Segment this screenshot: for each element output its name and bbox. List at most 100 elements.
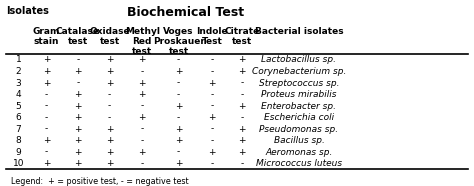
Text: +: + <box>238 136 246 145</box>
Text: Pseudomonas sp.: Pseudomonas sp. <box>259 125 338 134</box>
Text: -: - <box>108 102 111 110</box>
Text: -: - <box>210 102 214 110</box>
Text: -: - <box>76 55 80 65</box>
Text: Indole
Test: Indole Test <box>196 27 228 46</box>
Text: Lactobacillus sp.: Lactobacillus sp. <box>262 55 337 65</box>
Text: Legend:  + = positive test, - = negative test: Legend: + = positive test, - = negative … <box>11 177 189 186</box>
Text: -: - <box>45 113 48 122</box>
Text: +: + <box>238 148 246 157</box>
Text: +: + <box>43 78 50 88</box>
Text: +: + <box>175 159 182 168</box>
Text: -: - <box>210 90 214 99</box>
Text: +: + <box>43 55 50 65</box>
Text: 9: 9 <box>16 148 21 157</box>
Text: -: - <box>141 102 144 110</box>
Text: Escherichia coli: Escherichia coli <box>264 113 334 122</box>
Text: Voges
Proskauer
test: Voges Proskauer test <box>153 27 204 56</box>
Text: -: - <box>210 67 214 76</box>
Text: Isolates: Isolates <box>6 6 49 16</box>
Text: -: - <box>45 148 48 157</box>
Text: 3: 3 <box>16 78 21 88</box>
Text: +: + <box>238 102 246 110</box>
Text: +: + <box>74 159 82 168</box>
Text: +: + <box>175 67 182 76</box>
Text: 1: 1 <box>16 55 21 65</box>
Text: 2: 2 <box>16 67 21 76</box>
Text: -: - <box>210 55 214 65</box>
Text: 5: 5 <box>16 102 21 110</box>
Text: Gram
stain: Gram stain <box>33 27 60 46</box>
Text: +: + <box>106 78 113 88</box>
Text: -: - <box>45 90 48 99</box>
Text: 10: 10 <box>13 159 24 168</box>
Text: +: + <box>138 90 146 99</box>
Text: 6: 6 <box>16 113 21 122</box>
Text: +: + <box>238 125 246 134</box>
Text: +: + <box>74 113 82 122</box>
Text: Streptococcus sp.: Streptococcus sp. <box>259 78 339 88</box>
Text: Oxidase
test: Oxidase test <box>89 27 130 46</box>
Text: -: - <box>210 136 214 145</box>
Text: +: + <box>106 67 113 76</box>
Text: +: + <box>138 113 146 122</box>
Text: +: + <box>74 102 82 110</box>
Text: +: + <box>74 148 82 157</box>
Text: Methyl
Red
test: Methyl Red test <box>125 27 160 56</box>
Text: +: + <box>74 125 82 134</box>
Text: Enterobacter sp.: Enterobacter sp. <box>262 102 337 110</box>
Text: -: - <box>177 113 180 122</box>
Text: -: - <box>240 90 244 99</box>
Text: +: + <box>208 113 216 122</box>
Text: +: + <box>208 148 216 157</box>
Text: -: - <box>141 125 144 134</box>
Text: -: - <box>177 55 180 65</box>
Text: +: + <box>175 125 182 134</box>
Text: Catalase
test: Catalase test <box>56 27 100 46</box>
Text: +: + <box>175 102 182 110</box>
Text: -: - <box>240 159 244 168</box>
Text: -: - <box>240 78 244 88</box>
Text: +: + <box>238 55 246 65</box>
Text: +: + <box>43 136 50 145</box>
Text: +: + <box>106 148 113 157</box>
Text: Bacillus sp.: Bacillus sp. <box>273 136 324 145</box>
Text: 8: 8 <box>16 136 21 145</box>
Text: -: - <box>76 78 80 88</box>
Text: +: + <box>74 90 82 99</box>
Text: -: - <box>45 125 48 134</box>
Text: +: + <box>106 159 113 168</box>
Text: Biochemical Test: Biochemical Test <box>127 6 244 19</box>
Text: +: + <box>106 136 113 145</box>
Text: +: + <box>43 159 50 168</box>
Text: +: + <box>138 55 146 65</box>
Text: -: - <box>177 78 180 88</box>
Text: -: - <box>108 90 111 99</box>
Text: -: - <box>210 125 214 134</box>
Text: +: + <box>238 67 246 76</box>
Text: +: + <box>138 78 146 88</box>
Text: -: - <box>240 113 244 122</box>
Text: +: + <box>175 136 182 145</box>
Text: -: - <box>210 159 214 168</box>
Text: +: + <box>43 67 50 76</box>
Text: Micrococcus luteus: Micrococcus luteus <box>256 159 342 168</box>
Text: Citrate
test: Citrate test <box>224 27 260 46</box>
Text: -: - <box>177 90 180 99</box>
Text: +: + <box>208 78 216 88</box>
Text: +: + <box>138 148 146 157</box>
Text: Bacterial isolates: Bacterial isolates <box>255 27 343 36</box>
Text: 7: 7 <box>16 125 21 134</box>
Text: +: + <box>74 67 82 76</box>
Text: -: - <box>177 148 180 157</box>
Text: Proteus mirabilis: Proteus mirabilis <box>261 90 337 99</box>
Text: +: + <box>106 125 113 134</box>
Text: -: - <box>141 159 144 168</box>
Text: -: - <box>141 67 144 76</box>
Text: -: - <box>108 113 111 122</box>
Text: +: + <box>106 55 113 65</box>
Text: Corynebacterium sp.: Corynebacterium sp. <box>252 67 346 76</box>
Text: -: - <box>45 102 48 110</box>
Text: Aeromonas sp.: Aeromonas sp. <box>265 148 333 157</box>
Text: +: + <box>74 136 82 145</box>
Text: -: - <box>141 136 144 145</box>
